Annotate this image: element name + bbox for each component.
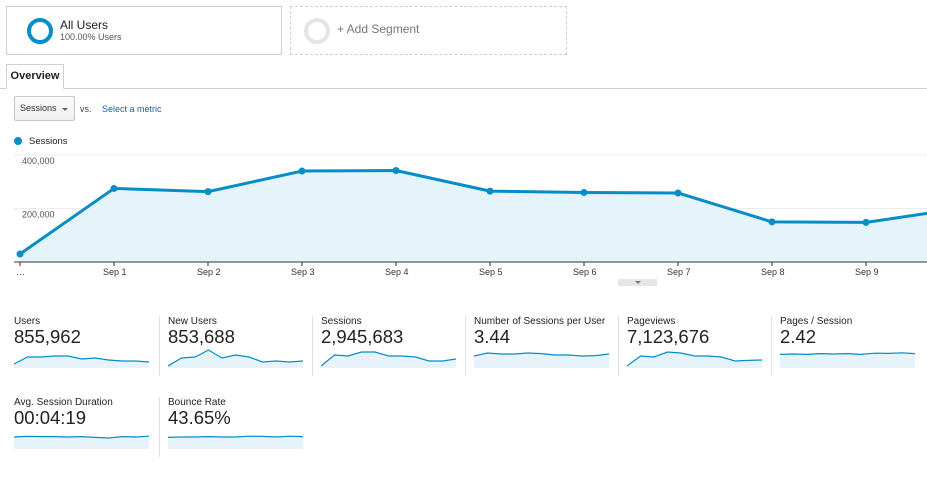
- x-tick-label: Sep 7: [667, 267, 691, 277]
- scorecard-value: 855,962: [14, 326, 81, 347]
- sparkline: [168, 435, 303, 449]
- sparkline-line: [14, 355, 149, 365]
- scorecard-label: Avg. Session Duration: [14, 397, 113, 408]
- sparkline-area: [168, 350, 303, 368]
- y-tick-label: 200,000: [22, 210, 55, 220]
- data-point[interactable]: [298, 167, 306, 175]
- sparkline-line: [321, 351, 456, 367]
- add-segment-label: + Add Segment: [337, 22, 420, 36]
- data-point[interactable]: [110, 184, 118, 192]
- scorecard-value: 2,945,683: [321, 326, 404, 347]
- sparkline-area: [474, 353, 609, 368]
- sparkline-area: [14, 436, 149, 449]
- scorecard-value: 43.65%: [168, 407, 231, 428]
- scorecard-bounce-rate[interactable]: Bounce Rate 43.65%: [159, 397, 312, 457]
- x-tick-label: Sep 5: [479, 267, 503, 277]
- sparkline: [627, 351, 762, 368]
- data-point[interactable]: [486, 187, 494, 195]
- sparkline-area: [168, 436, 303, 449]
- x-tick-label: Sep 9: [855, 267, 879, 277]
- legend-label: Sessions: [29, 136, 68, 147]
- scorecard-label: Users: [14, 316, 41, 327]
- scorecard-sessions[interactable]: Sessions 2,945,683: [312, 316, 465, 376]
- sparkline-line: [780, 352, 915, 356]
- segment-name: All Users: [60, 18, 109, 32]
- sparkline: [14, 435, 149, 449]
- scorecard-pages-session[interactable]: Pages / Session 2.42: [771, 316, 924, 376]
- sessions-chart[interactable]: 400,000 200,000 … Sep 1 Sep 2 Sep 3 Sep 4 Sep 5…: [0, 150, 927, 280]
- sparkline-area: [780, 352, 915, 368]
- scorecard-new-users[interactable]: New Users 853,688: [159, 316, 312, 376]
- x-tick-label: Sep 2: [197, 267, 221, 277]
- data-point[interactable]: [392, 167, 400, 175]
- scorecard-label: Sessions: [321, 316, 362, 327]
- y-tick-label: 400,000: [22, 156, 55, 166]
- segment-percent: 100.00% Users: [60, 32, 122, 42]
- tab-overview[interactable]: Overview: [6, 64, 64, 89]
- scorecard-label: Pageviews: [627, 316, 676, 327]
- data-point[interactable]: [674, 189, 682, 197]
- sessions-area: [20, 170, 927, 262]
- scorecard-label: Bounce Rate: [168, 397, 226, 408]
- sparkline-line: [168, 435, 303, 438]
- data-point[interactable]: [16, 250, 24, 258]
- tab-bar-divider: [0, 88, 927, 89]
- segment-all-users[interactable]: All Users 100.00% Users: [6, 6, 282, 55]
- segment-circle-icon: [27, 18, 53, 44]
- sparkline: [321, 351, 456, 368]
- legend-dot-icon: [14, 137, 22, 145]
- sparkline-area: [321, 352, 456, 368]
- select-metric-link[interactable]: Select a metric: [102, 104, 162, 114]
- x-tick-label: …: [16, 267, 25, 277]
- scorecard-value: 853,688: [168, 326, 235, 347]
- sparkline: [14, 355, 149, 368]
- metric-dropdown[interactable]: Sessions: [14, 96, 75, 121]
- sparkline-area: [627, 352, 762, 368]
- x-tick-label: Sep 6: [573, 267, 597, 277]
- empty-segment-circle-icon: [304, 18, 330, 44]
- data-point[interactable]: [768, 218, 776, 226]
- data-point[interactable]: [204, 188, 212, 196]
- scorecard-users[interactable]: Users 855,962: [6, 316, 159, 376]
- sparkline-line: [168, 349, 303, 367]
- scorecard-label: Number of Sessions per User: [474, 316, 606, 327]
- scorecard-pageviews[interactable]: Pageviews 7,123,676: [618, 316, 771, 376]
- chart-collapse-handle[interactable]: [618, 279, 657, 286]
- x-tick-label: Sep 1: [103, 267, 127, 277]
- sparkline-area: [14, 356, 149, 368]
- scorecard-label: Pages / Session: [780, 316, 853, 327]
- scorecard-value: 3.44: [474, 326, 511, 347]
- data-point[interactable]: [862, 218, 870, 226]
- vs-label: vs.: [80, 104, 92, 114]
- add-segment-button[interactable]: + Add Segment: [290, 6, 567, 55]
- scorecard-avg-session-duration[interactable]: Avg. Session Duration 00:04:19: [6, 397, 159, 457]
- scorecard-value: 00:04:19: [14, 407, 87, 428]
- scorecard-label: New Users: [168, 316, 217, 327]
- x-tick-label: Sep 4: [385, 267, 409, 277]
- sparkline: [168, 349, 303, 368]
- x-tick-label: Sep 8: [761, 267, 785, 277]
- chevron-down-icon: [62, 108, 68, 111]
- sparkline: [474, 352, 609, 368]
- scorecard-number-of-sessions-per-user[interactable]: Number of Sessions per User 3.44: [465, 316, 618, 376]
- sparkline-line: [627, 351, 762, 367]
- collapse-arrow-icon: [635, 281, 641, 284]
- metric-dropdown-value: Sessions: [20, 103, 57, 113]
- data-point[interactable]: [580, 188, 588, 196]
- sparkline: [780, 352, 915, 368]
- scorecard-value: 7,123,676: [627, 326, 710, 347]
- sparkline-line: [474, 352, 609, 357]
- x-tick-label: Sep 3: [291, 267, 315, 277]
- sparkline-line: [14, 435, 149, 439]
- scorecard-value: 2.42: [780, 326, 817, 347]
